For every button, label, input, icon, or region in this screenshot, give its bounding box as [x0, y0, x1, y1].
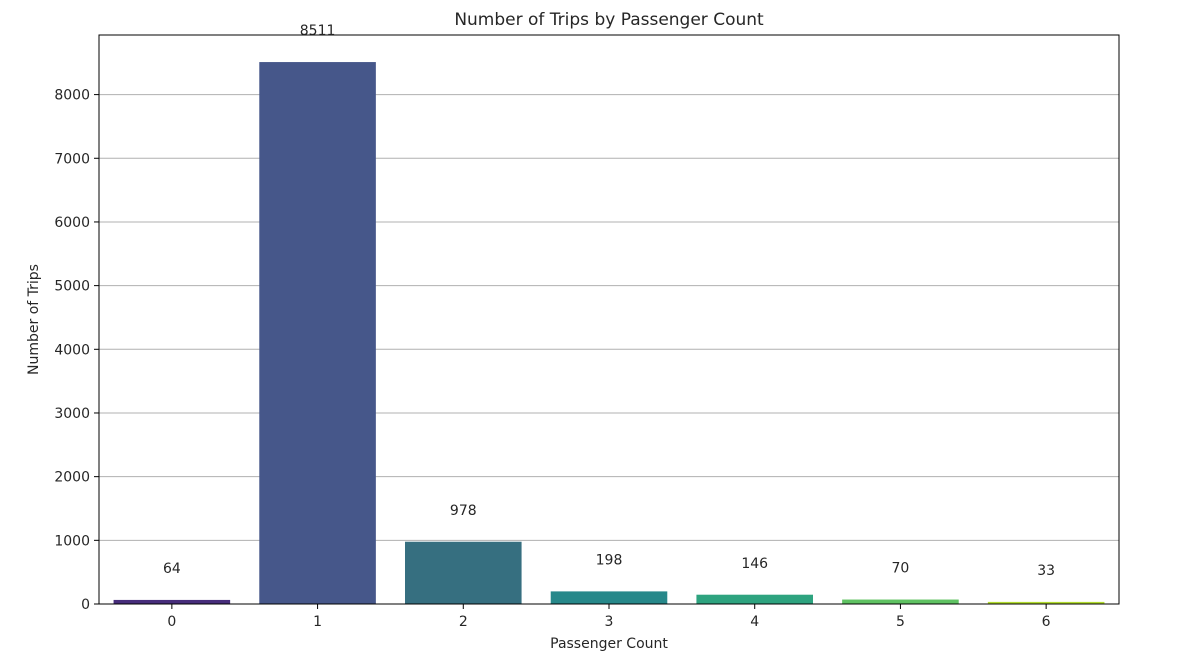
data-label: 64	[163, 561, 181, 577]
y-axis-label: Number of Trips	[26, 264, 42, 375]
data-labels: 64 8511 978 198 146 70 33	[163, 23, 1055, 579]
y-tick-label: 2000	[54, 470, 90, 486]
bar-3	[550, 591, 668, 604]
x-tick-label: 3	[605, 614, 614, 630]
x-tick-label: 2	[459, 614, 468, 630]
x-axis-label: Passenger Count	[550, 636, 668, 652]
plot-frame	[98, 34, 1120, 605]
data-label: 33	[1037, 563, 1055, 579]
y-tick-label: 3000	[54, 406, 90, 422]
y-tick-label: 8000	[54, 88, 90, 104]
x-tick-label: 4	[750, 614, 759, 630]
x-tick-label: 5	[896, 614, 905, 630]
bar-5	[842, 599, 959, 604]
data-label: 198	[596, 553, 623, 569]
y-tick-label: 5000	[54, 279, 90, 295]
y-tick-label: 1000	[54, 533, 90, 549]
data-label: 8511	[300, 23, 336, 39]
bar-1	[259, 62, 376, 604]
x-axis-ticks: 0 1 2 3 4 5 6	[167, 604, 1051, 630]
bar-0	[113, 599, 231, 604]
y-tick-label: 0	[81, 597, 90, 613]
chart-title: Number of Trips by Passenger Count	[454, 10, 764, 30]
bar-2	[405, 541, 522, 604]
x-tick-label: 1	[313, 614, 322, 630]
data-label: 146	[741, 556, 768, 572]
x-tick-label: 6	[1042, 614, 1051, 630]
y-axis-ticks: 0 1000 2000 3000 4000 5000 6000 7000 8000	[54, 88, 99, 613]
bar-6	[987, 601, 1105, 604]
data-label: 70	[892, 561, 910, 577]
x-tick-label: 0	[167, 614, 176, 630]
y-tick-label: 7000	[54, 151, 90, 167]
bars	[113, 62, 1105, 604]
bar-4	[696, 594, 813, 604]
grid-lines	[99, 94, 1119, 541]
data-label: 978	[450, 503, 477, 519]
y-tick-label: 4000	[54, 342, 90, 358]
y-tick-label: 6000	[54, 215, 90, 231]
